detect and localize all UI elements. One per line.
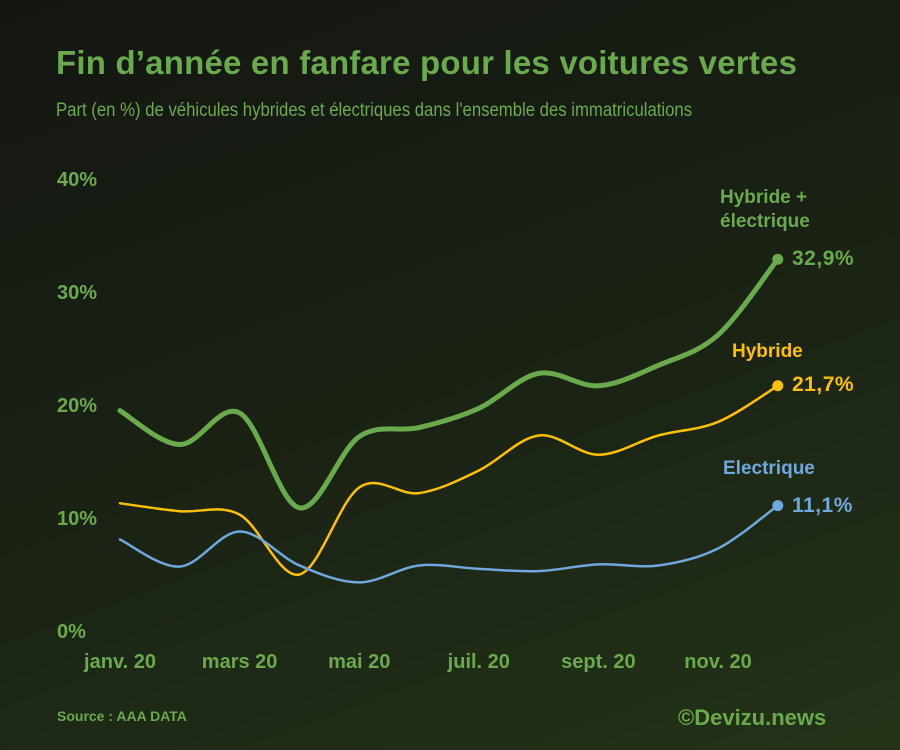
series-line-2 [118, 504, 780, 584]
y-tick-label: 10% [57, 508, 97, 530]
credit: ©Devizu.news [678, 705, 827, 730]
end-value-hybride: 21,7% [792, 373, 854, 396]
source-note: Source : AAA DATA [57, 708, 187, 724]
series-line-0 [117, 256, 781, 511]
x-tick-label: janv. 20 [83, 651, 156, 673]
series-end-point-2 [772, 500, 784, 512]
series-end-point-0 [772, 253, 784, 265]
series-label-hybride-electrique-1: Hybride + [720, 187, 807, 208]
y-tick-label: 30% [57, 282, 97, 304]
series-end-point-1 [772, 380, 784, 392]
chart-subtitle: Part (en %) de véhicules hybrides et éle… [56, 100, 693, 121]
series-label-electrique: Electrique [723, 458, 815, 479]
series-label-hybride-electrique-2: électrique [720, 211, 810, 232]
x-tick-label: sept. 20 [561, 651, 635, 673]
x-tick-label: nov. 20 [684, 651, 751, 673]
chart-title: Fin d’année en fanfare pour les voitures… [56, 44, 798, 81]
y-tick-label: 0% [57, 621, 86, 643]
series-line-1 [118, 384, 780, 576]
end-value-hybride-electrique: 32,9% [792, 247, 854, 270]
end-value-electrique: 11,1% [792, 494, 853, 517]
x-tick-label: mai 20 [328, 651, 390, 673]
series-label-hybride: Hybride [732, 341, 803, 362]
x-tick-label: mars 20 [202, 651, 278, 673]
x-tick-label: juil. 20 [447, 651, 510, 673]
y-tick-label: 20% [57, 395, 97, 417]
y-tick-label: 40% [57, 169, 97, 191]
